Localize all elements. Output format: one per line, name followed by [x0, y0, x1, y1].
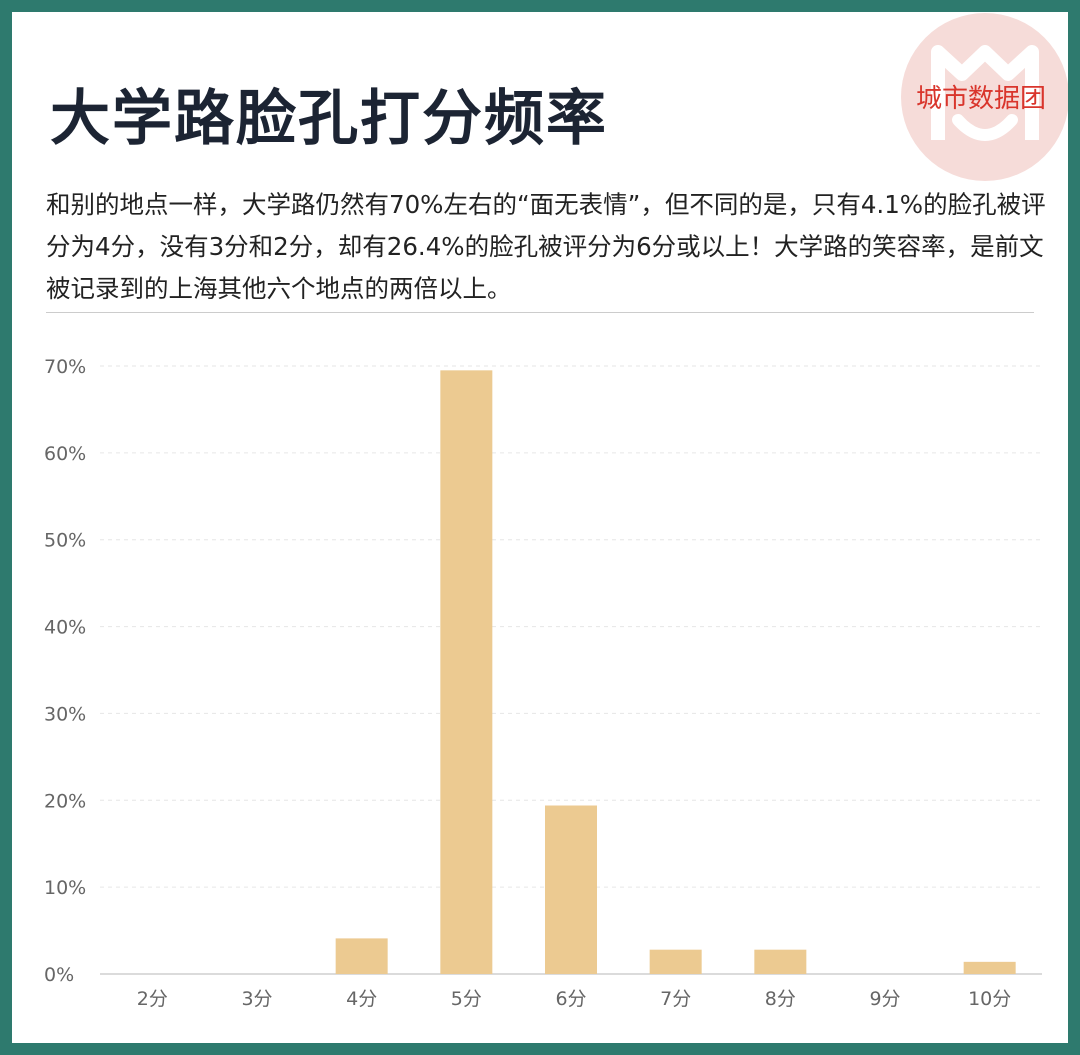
- x-tick-label: 10分: [968, 988, 1011, 1010]
- chart-card: 城市数据团 大学路脸孔打分频率 和别的地点一样，大学路仍然有70%左右的“面无表…: [12, 12, 1068, 1043]
- x-tick-label: 8分: [765, 988, 796, 1010]
- x-tick-label: 6分: [555, 988, 586, 1010]
- x-tick-label: 9分: [869, 988, 900, 1010]
- y-tick-label: 40%: [44, 617, 86, 639]
- x-tick-label: 4分: [346, 988, 377, 1010]
- y-tick-label: 10%: [44, 877, 86, 899]
- y-tick-label: 0%: [44, 964, 74, 986]
- x-tick-label: 3分: [241, 988, 272, 1010]
- bar-chart: 0% 10% 20% 30% 40% 50% 60% 70% 2分 3分 4分 5分 6分 7分 8分 9分 1…: [44, 356, 1042, 1010]
- bar: [754, 949, 807, 974]
- x-tick-label: 2分: [137, 988, 168, 1010]
- bar: [649, 949, 702, 974]
- description-text: 和别的地点一样，大学路仍然有70%左右的“面无表情”，但不同的是，只有4.1%的…: [46, 190, 1046, 303]
- y-tick-label: 30%: [44, 703, 86, 725]
- brand-logo-icon: [901, 13, 1068, 181]
- y-tick-label: 70%: [44, 356, 86, 378]
- y-tick-label: 20%: [44, 790, 86, 812]
- page-title: 大学路脸孔打分频率: [50, 84, 608, 154]
- bar: [545, 805, 597, 974]
- bar: [963, 961, 1016, 974]
- bar: [335, 938, 388, 974]
- bar: [440, 370, 493, 974]
- y-tick-label: 60%: [44, 443, 86, 465]
- x-tick-label: 7分: [660, 988, 691, 1010]
- divider: [46, 312, 1034, 313]
- x-tick-label: 5分: [451, 988, 482, 1010]
- brand-name: 城市数据团: [916, 84, 1047, 114]
- y-tick-label: 50%: [44, 530, 86, 552]
